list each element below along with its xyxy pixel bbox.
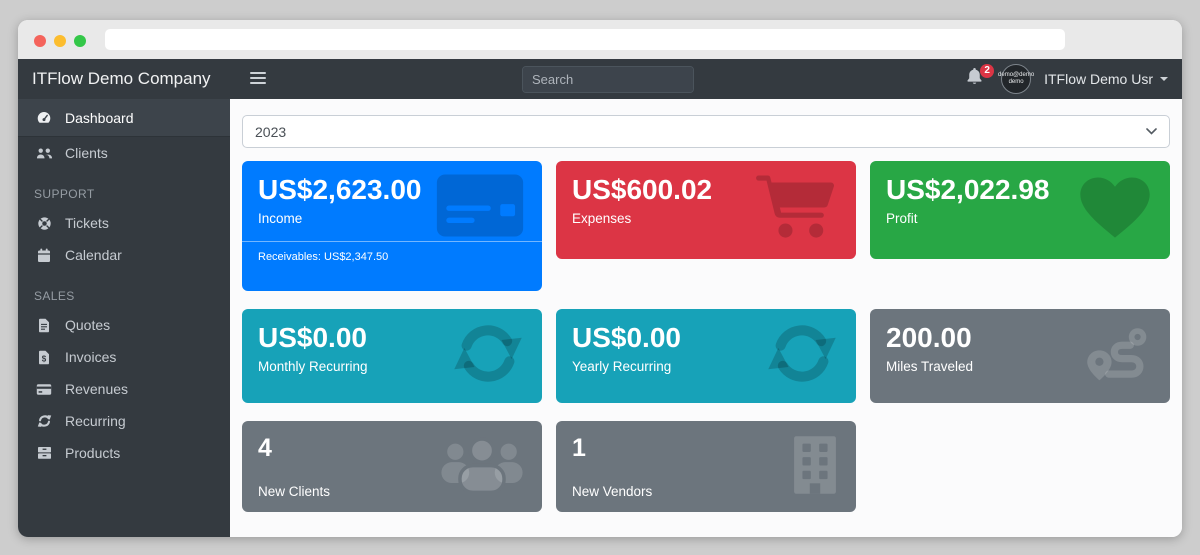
new-clients-value: 4 [258,434,272,462]
sidebar-item-label: Calendar [65,247,122,263]
expenses-label: Expenses [572,211,632,226]
year-select[interactable]: 2023 [242,115,1170,148]
user-name-label: ITFlow Demo Usr [1044,71,1153,87]
sidebar-item-label: Tickets [65,215,109,231]
sidebar-brand[interactable]: ITFlow Demo Company [18,59,230,99]
hamburger-menu-icon[interactable] [250,72,266,87]
file-icon [34,318,54,333]
profit-label: Profit [886,211,918,226]
users-icon [440,435,524,498]
yearly-recurring-value: US$0.00 [572,322,681,353]
yearly-recurring-label: Yearly Recurring [572,359,672,374]
search-input[interactable] [523,67,693,92]
heart-icon [1078,175,1152,246]
expenses-value: US$600.02 [572,174,713,205]
credit-card-icon [34,383,54,396]
income-label: Income [258,211,303,226]
browser-address-bar[interactable] [105,29,1065,50]
income-value: US$2,623.00 [258,174,422,205]
sidebar-item-label: Clients [65,145,108,161]
new-clients-label: New Clients [258,484,331,499]
sidebar-item-label: Products [65,445,121,461]
close-window-button[interactable] [34,35,46,47]
sidebar-item-quotes[interactable]: Quotes [18,309,230,341]
navbar-right-group: 2 demo@demo demo ITFlow Demo Usr [966,59,1168,99]
sidebar-item-dashboard[interactable]: Dashboard [18,99,230,137]
dashboard-content: 2023 US$2,623.00 Income [230,99,1182,537]
profit-card[interactable]: US$2,022.98 Profit [870,161,1170,259]
monthly-recurring-value: US$0.00 [258,322,367,353]
new-vendors-label: New Vendors [572,484,653,499]
sidebar-item-invoices[interactable]: $ Invoices [18,341,230,373]
credit-card-icon [436,174,524,242]
sync-icon [34,414,54,428]
top-navbar: 2 demo@demo demo ITFlow Demo Usr [230,59,1182,99]
dashboard-cards: US$2,623.00 Income Receivables: US$2,347… [242,161,1170,512]
expenses-card[interactable]: US$600.02 Expenses [556,161,856,259]
calendar-icon [34,248,54,263]
avatar-text-line2: demo [1008,79,1024,85]
sidebar-item-calendar[interactable]: Calendar [18,239,230,271]
browser-chrome [18,20,1182,59]
user-menu-button[interactable]: ITFlow Demo Usr [1044,71,1168,87]
itflow-app: ITFlow Demo Company 2 [18,59,1182,537]
shopping-cart-icon [756,175,838,245]
sidebar-item-label: Quotes [65,317,111,333]
user-avatar[interactable]: demo@demo demo [998,64,1035,94]
sidebar-item-label: Revenues [65,381,129,397]
minimize-window-button[interactable] [54,35,66,47]
sidebar-item-revenues[interactable]: Revenues [18,373,230,405]
navbar-search [522,66,694,93]
sidebar-heading-support: SUPPORT [34,187,95,201]
income-card[interactable]: US$2,623.00 Income Receivables: US$2,347… [242,161,542,291]
gauge-icon [34,110,54,126]
miles-traveled-label: Miles Traveled [886,359,974,374]
svg-text:$: $ [42,354,47,363]
miles-traveled-card[interactable]: 200.00 Miles Traveled [870,309,1170,403]
route-icon [1086,324,1152,389]
new-clients-card[interactable]: 4 New Clients [242,421,542,512]
sync-icon [452,324,524,389]
avatar-text-line1: demo@demo [998,72,1035,78]
chevron-down-icon [1146,128,1157,135]
life-ring-icon [34,216,54,231]
file-invoice-icon: $ [34,350,54,365]
bell-icon [967,68,982,84]
browser-window: ITFlow Demo Company 2 [18,20,1182,537]
caret-down-icon [1160,77,1168,81]
building-icon [792,434,838,499]
sidebar-item-products[interactable]: Products [18,437,230,469]
monthly-recurring-label: Monthly Recurring [258,359,368,374]
box-icon [34,446,54,460]
sidebar-item-label: Invoices [65,349,117,365]
new-vendors-card[interactable]: 1 New Vendors [556,421,856,512]
profit-value: US$2,022.98 [886,174,1050,205]
sidebar-item-label: Recurring [65,413,126,429]
sync-icon [766,324,838,389]
users-icon [34,146,54,161]
sidebar-item-recurring[interactable]: Recurring [18,405,230,437]
miles-traveled-value: 200.00 [886,322,972,353]
new-vendors-value: 1 [572,434,586,462]
notification-count-badge: 2 [980,64,995,78]
maximize-window-button[interactable] [74,35,86,47]
receivables-note: Receivables: US$2,347.50 [258,251,389,263]
sidebar-nav: Dashboard Clients SUPPORT [18,99,230,537]
notifications-button[interactable]: 2 [966,64,995,91]
sidebar-item-label: Dashboard [65,109,134,126]
sidebar-heading-sales: SALES [34,289,75,303]
yearly-recurring-card[interactable]: US$0.00 Yearly Recurring [556,309,856,403]
card-divider [242,241,542,242]
sidebar-item-clients[interactable]: Clients [18,137,230,169]
monthly-recurring-card[interactable]: US$0.00 Monthly Recurring [242,309,542,403]
sidebar-item-tickets[interactable]: Tickets [18,207,230,239]
year-select-value: 2023 [255,123,287,140]
